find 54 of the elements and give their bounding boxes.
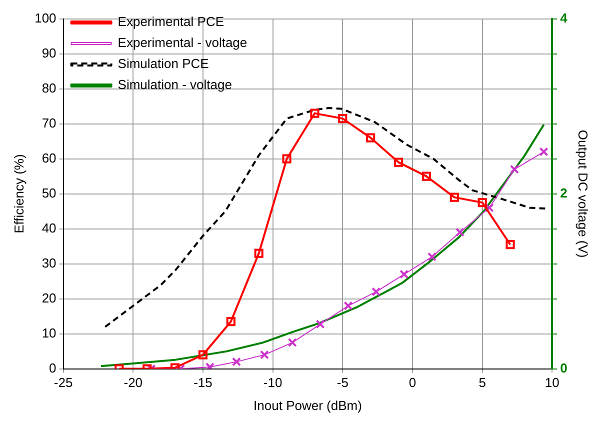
point: [366, 133, 376, 142]
y2-tick-label: 0: [560, 360, 568, 376]
x-tick-label: -15: [194, 375, 212, 390]
y-axis-title: Efficiency (%): [11, 154, 26, 234]
point: [450, 192, 459, 202]
point: [338, 114, 348, 124]
y-tick-label: 80: [42, 80, 56, 96]
x-tick-label: -20: [124, 375, 143, 390]
point: [400, 270, 409, 279]
legend-label: Experimental - voltage: [118, 35, 248, 50]
point: [422, 172, 431, 181]
line-series: [104, 107, 546, 328]
x-tick-label: 0: [408, 375, 416, 390]
point: [344, 301, 353, 310]
x-tick-label: -10: [263, 375, 282, 390]
point: [226, 317, 236, 326]
y2-tick-label: 4: [560, 10, 568, 26]
y2-tick-label: 2: [560, 185, 568, 200]
y-tick-label: 100: [34, 10, 56, 26]
y-tick-label: 40: [42, 220, 56, 236]
point: [506, 240, 515, 250]
y-tick-label: 0: [49, 360, 56, 376]
point: [394, 158, 404, 167]
point: [428, 252, 437, 262]
point: [316, 320, 325, 329]
legend-label: Simulation - voltage: [118, 77, 232, 92]
point: [372, 287, 381, 296]
x-tick-label: -25: [54, 375, 73, 390]
point: [478, 198, 487, 208]
legend-label: Simulation PCE: [118, 56, 210, 72]
point: [254, 248, 264, 258]
y-tick-label: 30: [42, 255, 56, 270]
y-tick-label: 90: [42, 45, 56, 60]
point: [510, 164, 519, 174]
x-tick-label: 5: [478, 375, 486, 390]
y-tick-label: 60: [42, 150, 56, 166]
y-tick-label: 10: [42, 325, 56, 340]
point: [539, 147, 548, 156]
legend-label: Experimental PCE: [118, 14, 224, 30]
x-tick-label: 10: [544, 375, 560, 390]
point: [232, 357, 242, 366]
point: [282, 154, 292, 164]
point: [260, 350, 269, 360]
y-tick-label: 70: [42, 115, 56, 130]
point: [198, 350, 208, 360]
point: [310, 108, 320, 118]
y2-axis-title: Output DC voltage (V): [576, 130, 591, 258]
point: [288, 338, 297, 348]
y-tick-label: 20: [42, 290, 56, 306]
x-axis-title: Inout Power (dBm): [254, 398, 362, 413]
point: [484, 203, 494, 212]
y-tick-label: 50: [42, 185, 56, 200]
x-tick-label: -5: [336, 375, 348, 390]
point: [455, 228, 465, 237]
